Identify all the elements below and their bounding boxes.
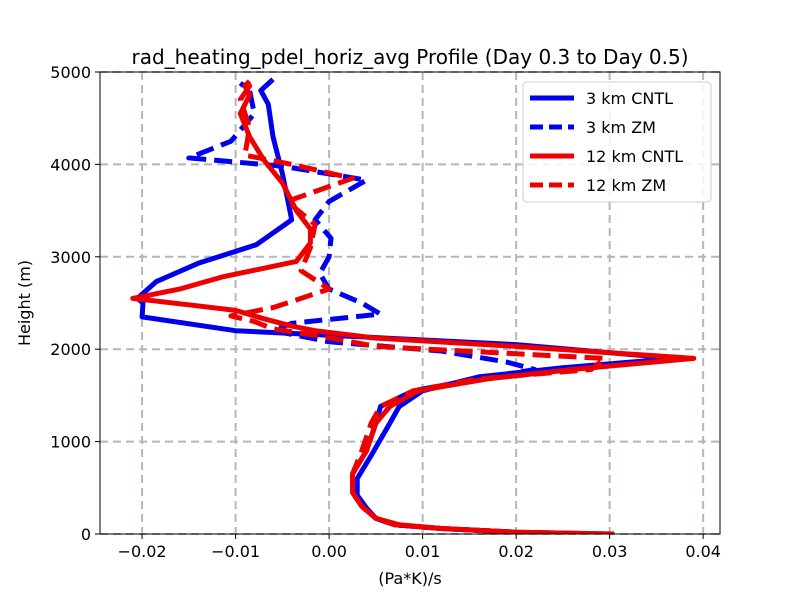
legend-box (522, 81, 712, 203)
x-tick-label: −0.01 (211, 542, 260, 561)
series-layer (130, 77, 697, 534)
series-line-12-km-zm (228, 79, 610, 534)
y-tick-label: 0 (81, 525, 91, 544)
legend-label: 3 km CNTL (586, 89, 673, 108)
axis-ticks: −0.02 −0.01 0.00 0.01 0.02 0.03 0.04 0 1000 2000 3… (50, 63, 721, 561)
legend-label: 12 km ZM (586, 176, 666, 195)
plot-area-frame (99, 71, 721, 535)
y-tick-label: 5000 (50, 63, 91, 82)
x-tick-label: 0.00 (311, 542, 347, 561)
x-tick-label: −0.02 (118, 542, 167, 561)
chart-title: rad_heating_pdel_horiz_avg Profile (Day … (131, 45, 688, 69)
legend-label: 3 km ZM (586, 118, 656, 137)
legend-label: 12 km CNTL (586, 147, 683, 166)
y-tick-label: 1000 (50, 433, 91, 452)
legend: 3 km CNTL 3 km ZM 12 km CNTL 12 km ZM (522, 81, 712, 203)
y-tick-label: 4000 (50, 155, 91, 174)
x-axis-label: (Pa*K)/s (378, 569, 441, 588)
x-tick-label: 0.01 (405, 542, 441, 561)
x-tick-label: 0.02 (498, 542, 534, 561)
y-axis-label: Height (m) (15, 260, 34, 346)
x-tick-label: 0.03 (592, 542, 628, 561)
grid (100, 71, 720, 535)
y-tick-label: 3000 (50, 248, 91, 267)
x-tick-label: 0.04 (685, 542, 721, 561)
y-tick-label: 2000 (50, 340, 91, 359)
